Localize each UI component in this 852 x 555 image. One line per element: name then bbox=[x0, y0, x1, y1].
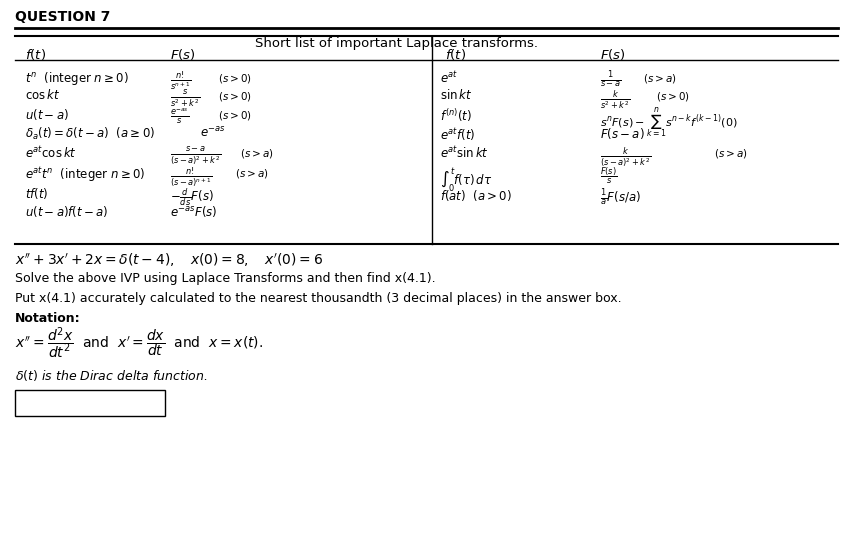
Text: $e^{at}t^n$  (integer $n \geq 0$): $e^{at}t^n$ (integer $n \geq 0$) bbox=[25, 165, 145, 184]
Text: Put x(4.1) accurately calculated to the nearest thousandth (3 decimal places) in: Put x(4.1) accurately calculated to the … bbox=[15, 292, 621, 305]
Text: $e^{at}$: $e^{at}$ bbox=[440, 70, 458, 85]
Text: QUESTION 7: QUESTION 7 bbox=[15, 10, 110, 24]
Text: $(s > 0)$: $(s > 0)$ bbox=[218, 90, 251, 103]
Text: $e^{at}f(t)$: $e^{at}f(t)$ bbox=[440, 126, 475, 143]
Text: $\frac{k}{s^2+k^2}$: $\frac{k}{s^2+k^2}$ bbox=[599, 88, 630, 110]
Text: $e^{-as}F(s)$: $e^{-as}F(s)$ bbox=[170, 204, 217, 219]
Text: $u(t-a)$: $u(t-a)$ bbox=[25, 107, 69, 122]
Text: $F(s)$: $F(s)$ bbox=[170, 48, 195, 63]
Text: $\frac{1}{a}F(s/a)$: $\frac{1}{a}F(s/a)$ bbox=[599, 188, 640, 208]
Text: $u(t-a)f(t-a)$: $u(t-a)f(t-a)$ bbox=[25, 204, 108, 219]
Text: $(s > a)$: $(s > a)$ bbox=[234, 167, 268, 180]
Text: $\sin kt$: $\sin kt$ bbox=[440, 88, 472, 102]
Text: Short list of important Laplace transforms.: Short list of important Laplace transfor… bbox=[255, 37, 538, 50]
Text: $(s > 0)$: $(s > 0)$ bbox=[218, 109, 251, 122]
Text: $\frac{F(s)}{s}$: $\frac{F(s)}{s}$ bbox=[599, 166, 617, 186]
Text: $e^{at}\cos kt$: $e^{at}\cos kt$ bbox=[25, 145, 77, 160]
Text: $-\frac{d}{ds}F(s)$: $-\frac{d}{ds}F(s)$ bbox=[170, 186, 214, 208]
Text: $\cos kt$: $\cos kt$ bbox=[25, 88, 60, 102]
Text: $\frac{s-a}{(s-a)^2+k^2}$: $\frac{s-a}{(s-a)^2+k^2}$ bbox=[170, 145, 221, 167]
Text: $\frac{e^{-as}}{s}$: $\frac{e^{-as}}{s}$ bbox=[170, 107, 189, 127]
Text: $e^{-as}$: $e^{-as}$ bbox=[199, 126, 226, 140]
Text: $(s > a)$: $(s > a)$ bbox=[642, 72, 676, 85]
Text: $(s > 0)$: $(s > 0)$ bbox=[218, 72, 251, 85]
Text: $\frac{k}{(s-a)^2+k^2}$: $\frac{k}{(s-a)^2+k^2}$ bbox=[599, 145, 651, 169]
Text: $tf(t)$: $tf(t)$ bbox=[25, 186, 49, 201]
Text: $\delta_a(t) = \delta(t-a)$  $(a \geq 0)$: $\delta_a(t) = \delta(t-a)$ $(a \geq 0)$ bbox=[25, 126, 155, 142]
Text: $\frac{n!}{s^{n+1}}$: $\frac{n!}{s^{n+1}}$ bbox=[170, 70, 191, 93]
Text: $F(s-a)$: $F(s-a)$ bbox=[599, 126, 644, 141]
Text: $f(t)$: $f(t)$ bbox=[25, 48, 46, 63]
Bar bbox=[15, 390, 164, 416]
Text: $x'' + 3x' + 2x = \delta(t - 4), \quad x(0) = 8, \quad x'(0) = 6$: $x'' + 3x' + 2x = \delta(t - 4), \quad x… bbox=[15, 252, 323, 269]
Text: $s^n F(s) - \sum_{k=1}^{n} s^{n-k} f^{(k-1)}(0)$: $s^n F(s) - \sum_{k=1}^{n} s^{n-k} f^{(k… bbox=[599, 105, 737, 139]
Text: $(s > 0)$: $(s > 0)$ bbox=[655, 90, 689, 103]
Text: $f^{(n)}(t)$: $f^{(n)}(t)$ bbox=[440, 107, 471, 124]
Text: $x'' = \dfrac{d^2x}{dt^2}$  and  $x' = \dfrac{dx}{dt}$  and  $x = x(t).$: $x'' = \dfrac{d^2x}{dt^2}$ and $x' = \df… bbox=[15, 325, 263, 361]
Text: $t^n$  (integer $n \geq 0$): $t^n$ (integer $n \geq 0$) bbox=[25, 70, 129, 87]
Text: $(s > a)$: $(s > a)$ bbox=[239, 147, 273, 160]
Text: $\frac{s}{s^2+k^2}$: $\frac{s}{s^2+k^2}$ bbox=[170, 88, 200, 109]
Text: $\int_0^t f(\tau)\,d\tau$: $\int_0^t f(\tau)\,d\tau$ bbox=[440, 166, 492, 194]
Text: $f(t)$: $f(t)$ bbox=[445, 48, 465, 63]
Text: $\delta(t)$ is the Dirac delta function.: $\delta(t)$ is the Dirac delta function. bbox=[15, 368, 207, 383]
Text: $f(at)$  $(a > 0)$: $f(at)$ $(a > 0)$ bbox=[440, 188, 511, 203]
Text: $(s > a)$: $(s > a)$ bbox=[713, 147, 747, 160]
Text: $F(s)$: $F(s)$ bbox=[599, 48, 625, 63]
Text: $e^{at}\sin kt$: $e^{at}\sin kt$ bbox=[440, 145, 488, 160]
Text: $\frac{1}{s-a}$: $\frac{1}{s-a}$ bbox=[599, 70, 621, 90]
Text: Notation:: Notation: bbox=[15, 312, 81, 325]
Text: $\frac{n!}{(s-a)^{n+1}}$: $\frac{n!}{(s-a)^{n+1}}$ bbox=[170, 165, 212, 189]
Text: Solve the above IVP using Laplace Transforms and then find x(4.1).: Solve the above IVP using Laplace Transf… bbox=[15, 272, 435, 285]
